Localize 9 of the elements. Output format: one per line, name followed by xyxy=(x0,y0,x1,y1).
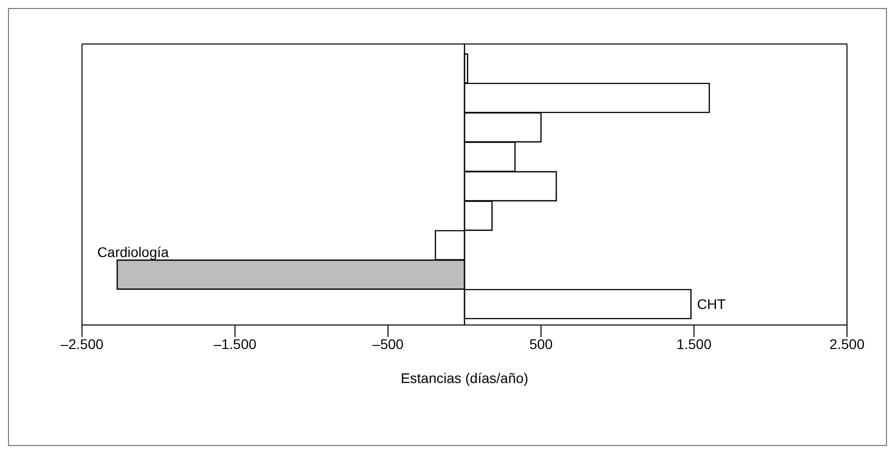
data-label: Cardiología xyxy=(97,244,170,260)
x-tick-label: 1.500 xyxy=(676,336,712,352)
x-tick-label: –1.500 xyxy=(214,336,257,352)
x-axis-title: Estancias (días/año) xyxy=(400,370,528,386)
x-tick-label: –2.500 xyxy=(60,336,104,352)
x-tick-label: 2.500 xyxy=(829,336,865,352)
x-tick-label: 500 xyxy=(529,336,553,352)
data-label: CHT xyxy=(696,296,726,312)
x-tick-label: –500 xyxy=(372,336,404,352)
